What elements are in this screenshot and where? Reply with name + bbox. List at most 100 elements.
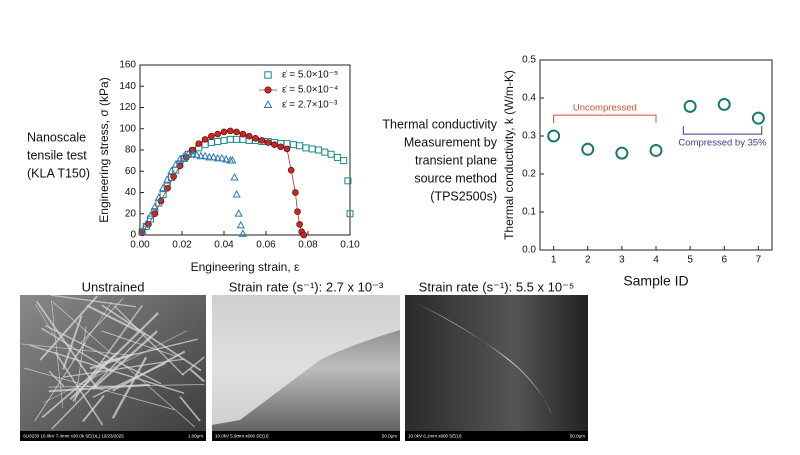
fiber — [92, 362, 166, 398]
sem-image — [405, 295, 588, 441]
side-note: (KLA T150) — [27, 166, 90, 180]
marker — [137, 227, 147, 235]
sem-info: 10.0kV 5.9mm x600 SE(U) — [215, 434, 269, 439]
fiber — [51, 332, 146, 430]
legend-marker — [264, 71, 272, 79]
marker — [217, 153, 227, 162]
marker — [233, 135, 241, 143]
marker — [300, 231, 308, 239]
marker — [239, 130, 247, 138]
bracket — [682, 126, 763, 135]
marker — [200, 151, 210, 160]
marker — [228, 155, 237, 164]
marker — [221, 154, 231, 163]
fiber — [71, 301, 113, 362]
marker — [208, 132, 215, 140]
y-tick-label: 20 — [125, 208, 137, 219]
fiber — [36, 300, 98, 389]
y-tick-label: 0.5 — [522, 55, 536, 66]
marker — [142, 219, 151, 228]
fiber — [179, 396, 201, 422]
marker — [188, 149, 197, 158]
y-axis-label: Thermal conductivity, k (W/m-K) — [502, 70, 516, 240]
marker — [214, 138, 222, 145]
marker — [209, 152, 218, 161]
fiber — [92, 330, 158, 390]
fiber-texture — [21, 294, 205, 430]
marker — [192, 150, 201, 159]
legend-marker — [263, 100, 273, 109]
y-tick-label: 0.2 — [522, 169, 536, 180]
x-tick-label: 0.06 — [256, 240, 276, 251]
marker — [277, 143, 285, 151]
marker — [258, 137, 266, 144]
marker — [683, 99, 697, 113]
annotation: Uncompressed — [573, 103, 637, 114]
x-tick-label: 4 — [653, 255, 659, 266]
marker — [226, 135, 234, 143]
marker — [271, 141, 278, 148]
marker — [163, 175, 172, 183]
marker — [289, 141, 297, 149]
fiber — [21, 343, 129, 356]
fiber — [189, 368, 205, 383]
fiber — [23, 367, 175, 411]
x-tick-label: 0.00 — [130, 240, 150, 251]
legend-marker — [264, 86, 272, 94]
marker — [230, 172, 239, 181]
sem-footer — [405, 431, 588, 441]
x-tick-label: 6 — [721, 255, 727, 266]
marker — [302, 144, 310, 152]
fiber — [48, 370, 65, 387]
y-tick-label: 0 — [130, 230, 136, 241]
x-tick-label: 0.04 — [214, 240, 234, 251]
marker — [146, 211, 155, 219]
marker — [340, 157, 348, 165]
marker — [292, 189, 299, 196]
marker — [547, 129, 561, 143]
sem-footer — [212, 431, 400, 441]
y-tick-label: 0.4 — [522, 93, 536, 104]
marker — [220, 136, 228, 144]
marker — [201, 136, 209, 143]
marker — [227, 127, 234, 135]
x-tick-label: 5 — [687, 255, 693, 266]
x-tick-label: 7 — [756, 255, 762, 266]
x-axis-label: Sample ID — [623, 273, 688, 289]
image-caption: Unstrained — [82, 279, 145, 294]
marker — [184, 149, 193, 158]
bracket — [553, 114, 657, 124]
marker — [283, 145, 291, 153]
legend-label: ε̇ = 2.7×10⁻³ — [282, 100, 338, 111]
y-tick-label: 120 — [119, 102, 136, 113]
marker — [321, 148, 329, 156]
fiber — [101, 330, 177, 357]
side-note: (TPS2500s) — [430, 189, 497, 203]
fiber — [101, 304, 202, 372]
marker — [233, 128, 240, 136]
image-caption: Strain rate (s⁻¹): 5.5 x 10⁻⁵ — [419, 279, 575, 294]
y-axis-label: Engineering stress, σ (kPa) — [97, 77, 111, 222]
marker — [158, 183, 168, 192]
y-tick-label: 0.3 — [522, 131, 536, 142]
x-tick-label: 0.08 — [298, 240, 318, 251]
sem-scale: 1.00μm — [188, 434, 203, 439]
marker — [171, 160, 180, 168]
marker — [220, 128, 228, 136]
y-tick-label: 160 — [119, 60, 136, 71]
y-tick-label: 0.0 — [522, 245, 536, 256]
marker — [264, 139, 272, 146]
x-tick-label: 0.10 — [340, 240, 360, 251]
fiber — [82, 394, 105, 423]
sem-texture — [212, 295, 400, 425]
x-tick-label: 1 — [551, 255, 557, 266]
y-tick-label: 100 — [119, 123, 136, 134]
marker — [205, 152, 214, 161]
sem-footer — [20, 431, 206, 441]
sem-scale: 50.0μm — [382, 434, 397, 439]
marker — [581, 142, 595, 156]
marker — [154, 193, 164, 201]
side-note: Thermal conductivity — [382, 117, 497, 131]
fiber — [113, 305, 184, 376]
